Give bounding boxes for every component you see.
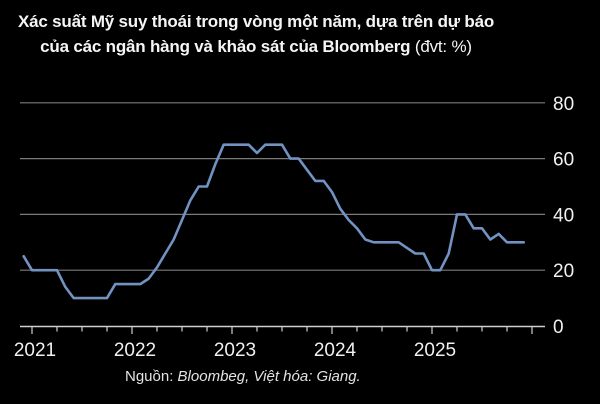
recession-probability-line — [22, 143, 526, 300]
x-tick-label: 2024 — [314, 340, 357, 361]
x-tick-label: 2021 — [14, 340, 56, 361]
source-note: Nguồn: Bloombeg, Việt hóa: Giang. — [125, 367, 361, 387]
x-tick-label: 2025 — [414, 340, 456, 361]
y-tick-label: 0 — [553, 317, 564, 338]
y-tick-label: 20 — [553, 261, 574, 282]
title-line2: của các ngân hàng và khảo sát của Bloomb… — [0, 34, 512, 59]
title-line1: Xác suất Mỹ suy thoái trong vòng một năm… — [17, 12, 495, 31]
x-tick-label: 2023 — [214, 340, 256, 361]
y-tick-label: 80 — [553, 94, 574, 115]
title-unit-label: (đvt: %) — [410, 37, 472, 56]
y-tick-label: 40 — [553, 205, 574, 226]
y-tick-label: 60 — [553, 150, 574, 171]
chart-title: Xác suất Mỹ suy thoái trong vòng một năm… — [0, 9, 512, 59]
source-value: Bloombeg, Việt hóa: Giang. — [177, 368, 361, 385]
title-line2-main: của các ngân hàng và khảo sát của Bloomb… — [40, 37, 411, 56]
x-tick-label: 2022 — [114, 340, 156, 361]
source-label: Nguồn: — [125, 368, 178, 385]
